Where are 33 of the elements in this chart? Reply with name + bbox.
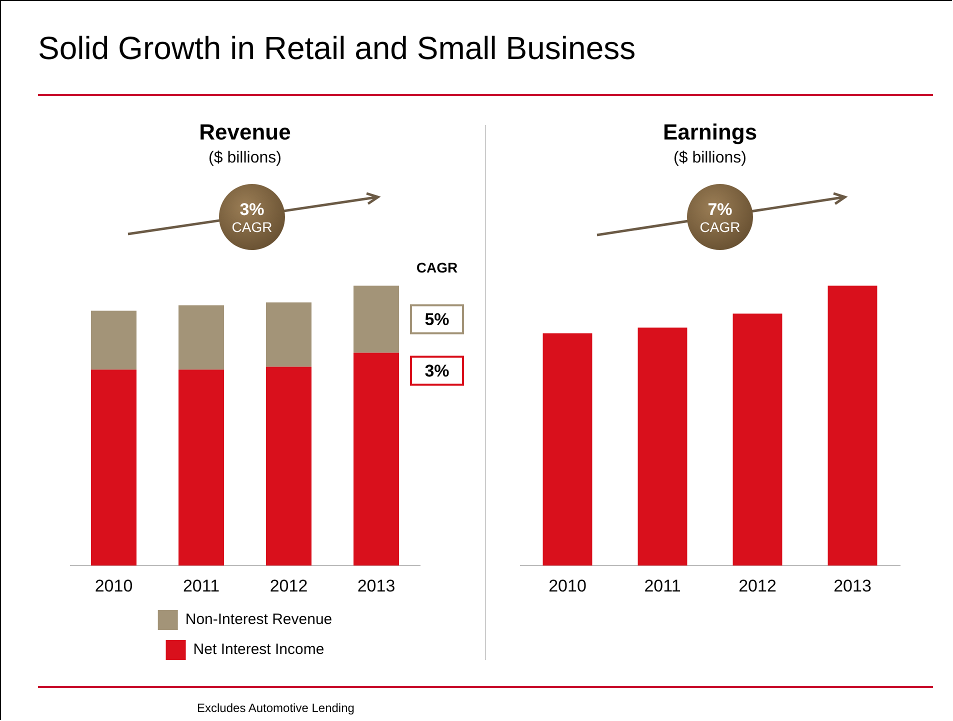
text: 5%: [424, 310, 450, 329]
bar: [266, 366, 312, 566]
bar: [266, 302, 312, 367]
bar: [354, 352, 399, 566]
chart-title: Earnings: [662, 119, 758, 144]
bar: [828, 286, 878, 566]
text: Excludes Automotive Lending: [197, 701, 354, 715]
bar: [91, 310, 136, 370]
bar: [91, 370, 136, 566]
chart-subtitle: ($ billions): [674, 149, 746, 166]
text: Solid Growth in Retail and Small Business: [38, 30, 636, 67]
bar: [354, 286, 399, 353]
chart-subtitle: ($ billions): [208, 149, 282, 166]
text: CAGR: [416, 259, 458, 276]
legend-label: Non-Interest Revenue: [185, 611, 332, 628]
circle-badge: 7% CAGR: [687, 184, 753, 250]
text: 3%: [424, 361, 450, 380]
legend-label: Net Interest Income: [193, 641, 324, 658]
bar: [178, 305, 224, 370]
x-tick-label: 2013: [357, 576, 396, 596]
circle-badge: 3% CAGR: [219, 184, 285, 250]
x-tick-label: 2011: [644, 576, 681, 596]
x-tick-label: 2012: [270, 576, 308, 596]
chart-title: Revenue: [199, 119, 291, 144]
bar: [638, 328, 688, 566]
x-tick-label: 2012: [738, 576, 776, 596]
x-tick-label: 2010: [548, 576, 586, 596]
x-tick-label: 2011: [182, 576, 220, 596]
bar: [178, 370, 224, 566]
x-tick-label: 2010: [94, 576, 133, 596]
x-tick-label: 2013: [834, 576, 872, 596]
bar: [542, 333, 592, 566]
bar: [732, 314, 782, 566]
